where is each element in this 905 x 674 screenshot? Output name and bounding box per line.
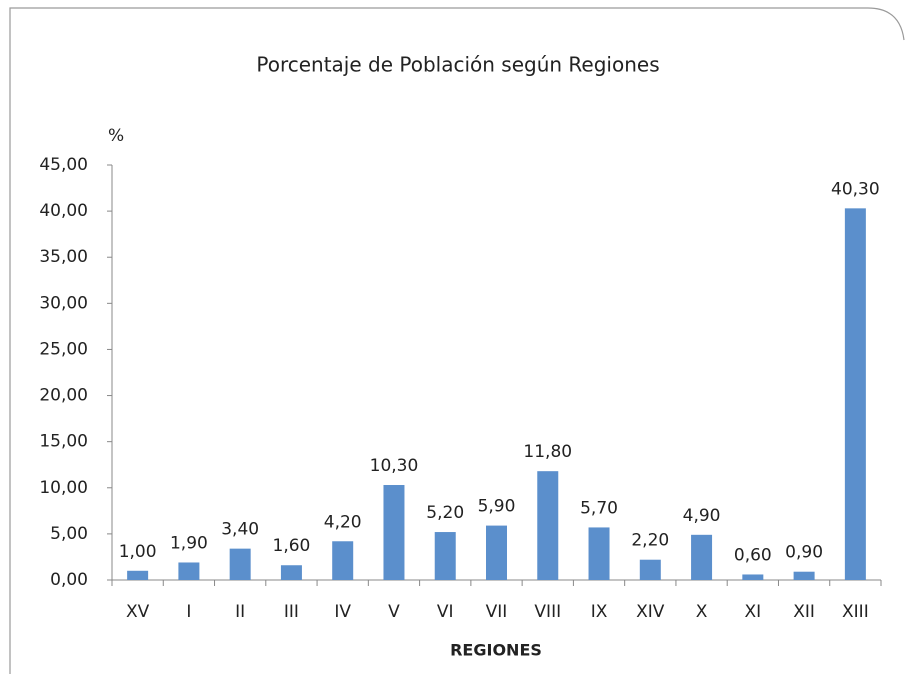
chart-title: Porcentaje de Población según Regiones bbox=[256, 53, 659, 77]
y-tick-label: 45,00 bbox=[39, 155, 88, 175]
value-label: 5,90 bbox=[478, 497, 516, 517]
bar bbox=[127, 570, 149, 580]
y-tick-label: 0,00 bbox=[50, 570, 88, 590]
frame bbox=[9, 7, 905, 674]
value-label: 1,00 bbox=[119, 542, 157, 562]
bar bbox=[691, 534, 713, 580]
y-tick-label: 35,00 bbox=[39, 247, 88, 267]
x-tick-label: II bbox=[235, 602, 245, 622]
bar bbox=[229, 548, 251, 580]
value-label: 1,60 bbox=[273, 536, 311, 556]
x-tick-label: III bbox=[284, 602, 299, 622]
x-tick-label: XII bbox=[793, 602, 815, 622]
x-tick-label: IX bbox=[591, 602, 608, 622]
value-label: 5,70 bbox=[580, 498, 618, 518]
x-tick-label: I bbox=[186, 602, 191, 622]
bar bbox=[793, 571, 815, 580]
x-tick-label: XI bbox=[744, 602, 761, 622]
value-label: 1,90 bbox=[170, 533, 208, 553]
bar bbox=[742, 574, 764, 580]
value-label: 0,60 bbox=[734, 545, 772, 565]
y-tick-label: 25,00 bbox=[39, 339, 88, 359]
x-tick-label: XIII bbox=[842, 602, 869, 622]
value-label: 0,90 bbox=[785, 543, 823, 563]
x-tick-label: VII bbox=[486, 602, 508, 622]
x-tick-label: IV bbox=[334, 602, 351, 622]
y-tick-label: 20,00 bbox=[39, 386, 88, 406]
x-tick-label: V bbox=[388, 602, 400, 622]
y-tick-label: 40,00 bbox=[39, 201, 88, 221]
value-label: 5,20 bbox=[426, 503, 464, 523]
x-tick-label: XV bbox=[126, 602, 150, 622]
y-tick-label: 30,00 bbox=[39, 293, 88, 313]
y-tick-label: 5,00 bbox=[50, 524, 88, 544]
bar bbox=[537, 471, 559, 580]
value-label: 2,20 bbox=[631, 531, 669, 551]
x-tick-label: VIII bbox=[534, 602, 561, 622]
value-label: 10,30 bbox=[370, 456, 419, 476]
bar bbox=[332, 541, 354, 580]
x-tick-label: X bbox=[696, 602, 708, 622]
x-axis-label: REGIONES bbox=[450, 641, 542, 660]
y-tick-label: 10,00 bbox=[39, 478, 88, 498]
bar bbox=[280, 565, 302, 580]
value-label: 4,90 bbox=[683, 506, 721, 526]
value-label: 11,80 bbox=[523, 442, 572, 462]
y-tick-label: 15,00 bbox=[39, 432, 88, 452]
value-label: 3,40 bbox=[221, 520, 259, 540]
bar bbox=[434, 532, 456, 580]
value-label: 4,20 bbox=[324, 512, 362, 532]
y-axis-label: % bbox=[108, 126, 124, 146]
bar bbox=[486, 525, 507, 580]
bar bbox=[588, 527, 610, 580]
x-tick-label: XIV bbox=[636, 602, 665, 622]
bar bbox=[639, 559, 661, 580]
value-label: 40,30 bbox=[831, 179, 880, 199]
bar bbox=[844, 208, 866, 580]
bar bbox=[178, 562, 200, 580]
x-tick-label: VI bbox=[437, 602, 454, 622]
bar bbox=[383, 485, 405, 580]
